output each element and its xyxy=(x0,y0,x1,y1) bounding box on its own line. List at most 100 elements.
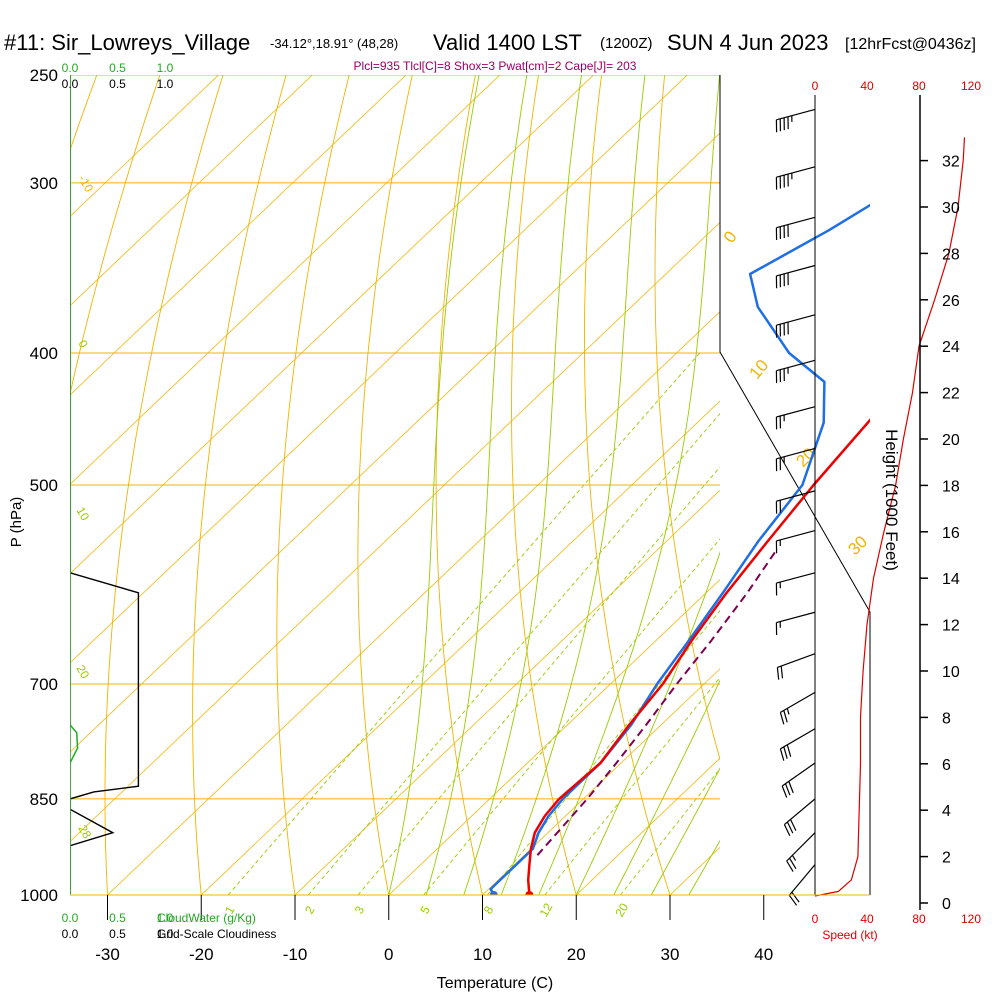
wind-barbs xyxy=(775,95,816,906)
barb-flag xyxy=(786,744,792,757)
pressure-tick-label: 500 xyxy=(30,476,58,495)
barb-shaft xyxy=(788,864,816,896)
wind-barb xyxy=(779,691,816,725)
wind-barb xyxy=(775,166,816,190)
isotherm xyxy=(70,75,688,664)
barb-shaft xyxy=(781,762,816,787)
height-tick-label: 2 xyxy=(942,850,951,867)
temperature-profile xyxy=(526,418,870,895)
mixing-ratio-line xyxy=(227,352,701,895)
barb-flag xyxy=(791,891,800,903)
isotherm xyxy=(482,668,720,895)
barb-shaft xyxy=(776,611,816,624)
isotherm xyxy=(70,75,313,307)
cloud-scale-bottom-label: 0.5 xyxy=(109,927,126,941)
mixing-ratio-label: 8 xyxy=(481,903,497,916)
cloud-scale-bottom-label: 0.0 xyxy=(62,927,79,941)
wind-barb xyxy=(775,572,816,596)
speed-tick-label-bottom: 120 xyxy=(961,912,981,926)
mixing-ratio-line xyxy=(544,676,720,895)
valid-time: Valid 1400 LST xyxy=(433,30,582,55)
barb-shaft xyxy=(780,691,816,713)
y-axis-title: P (hPa) xyxy=(8,497,25,548)
barb-flag xyxy=(788,781,794,794)
speed-tick-label-top: 80 xyxy=(912,79,926,93)
barb-shaft xyxy=(776,216,816,229)
speed-tick-label-top: 40 xyxy=(860,79,874,93)
mixing-ratio-line xyxy=(423,538,720,895)
dry-adiabat-label: -10 xyxy=(75,173,96,195)
dry-adiabat xyxy=(276,75,350,895)
dry-adiabat xyxy=(70,75,161,397)
barb-shaft xyxy=(786,832,816,862)
barb-shaft xyxy=(784,798,816,826)
wind-barb xyxy=(775,490,816,514)
forecast-date: SUN 4 Jun 2023 xyxy=(667,30,828,55)
cloud-scale-top-label: 0.0 xyxy=(62,77,79,91)
cloudiness-profile xyxy=(70,75,140,895)
pressure-tick-label: 850 xyxy=(30,790,58,809)
barb-flag xyxy=(786,860,794,872)
height-tick-label: 6 xyxy=(942,757,951,774)
speed-tick-label-bottom: 0 xyxy=(812,912,819,926)
barb-flag xyxy=(779,712,785,725)
barb-flag xyxy=(789,819,797,831)
surface-dewpoint-dot xyxy=(489,891,498,895)
moist-adiabat-label: 0 xyxy=(75,338,91,351)
height-tick-label: 18 xyxy=(942,478,960,495)
cloudiness-label: Grid-Scale Cloudiness xyxy=(157,927,276,941)
wind-barb xyxy=(775,314,816,338)
height-tick-label: 24 xyxy=(942,339,960,356)
moist-adiabat-label: 10 xyxy=(73,505,92,524)
barb-shaft xyxy=(776,447,816,460)
x-tick-label: 10 xyxy=(473,945,492,964)
height-tick-label: 16 xyxy=(942,525,960,542)
wind-barb xyxy=(786,832,816,872)
cloud-water-label: CloudWater (g/Kg) xyxy=(157,911,256,925)
speed-profile-line xyxy=(814,137,966,897)
speed-tick-label-top: 120 xyxy=(961,79,981,93)
barb-flag xyxy=(780,665,784,679)
forecast-hour: [12hrFcst@0436z] xyxy=(845,36,976,53)
dry-adiabat xyxy=(104,75,224,895)
mask-area xyxy=(720,75,1000,620)
x-tick-label: -10 xyxy=(283,945,308,964)
mixing-ratio-label: 2 xyxy=(302,903,318,916)
height-tick-label: 32 xyxy=(942,154,960,171)
cloud-scale-top-label: 0.0 xyxy=(62,61,79,75)
barb-flag xyxy=(783,824,791,836)
mixing-ratio-label: 12 xyxy=(537,900,556,919)
mixing-ratio-label: 5 xyxy=(417,903,433,916)
speed-tick-label-top: 0 xyxy=(812,79,819,93)
plot-boundary xyxy=(719,75,871,895)
wind-barb xyxy=(775,108,816,133)
barb-flag xyxy=(781,785,788,798)
wind-barb xyxy=(781,762,816,798)
wind-barb xyxy=(775,447,816,472)
height-tick-label: 22 xyxy=(942,386,960,403)
cloud-scale-top-label: 0.5 xyxy=(109,77,126,91)
barb-shaft xyxy=(776,166,816,178)
barb-half-flag xyxy=(791,854,797,861)
barb-shaft xyxy=(776,490,816,502)
height-tick-label: 10 xyxy=(942,664,960,681)
moist-adiabat xyxy=(613,679,720,895)
height-tick-label: 0 xyxy=(942,896,951,913)
dry-adiabat xyxy=(584,75,671,895)
x-axis-title: Temperature (C) xyxy=(437,975,553,992)
wind-barb xyxy=(775,216,816,241)
barb-shaft xyxy=(776,572,816,584)
isotherm xyxy=(70,132,720,753)
barb-flag xyxy=(788,894,798,906)
speed-axis-label: Speed (kt) xyxy=(822,928,877,942)
mixing-ratio-line xyxy=(357,466,720,895)
speed-tick-label-bottom: 80 xyxy=(912,912,926,926)
axes: 0246810121416182022242628303225030040050… xyxy=(20,61,960,964)
height-axis-title: Height (1000 Feet) xyxy=(882,429,901,571)
height-tick-label: 30 xyxy=(942,200,960,217)
moist-adiabat xyxy=(650,767,720,895)
wind-barb xyxy=(788,864,816,906)
x-tick-label: -30 xyxy=(95,945,120,964)
height-tick-label: 8 xyxy=(942,710,951,727)
